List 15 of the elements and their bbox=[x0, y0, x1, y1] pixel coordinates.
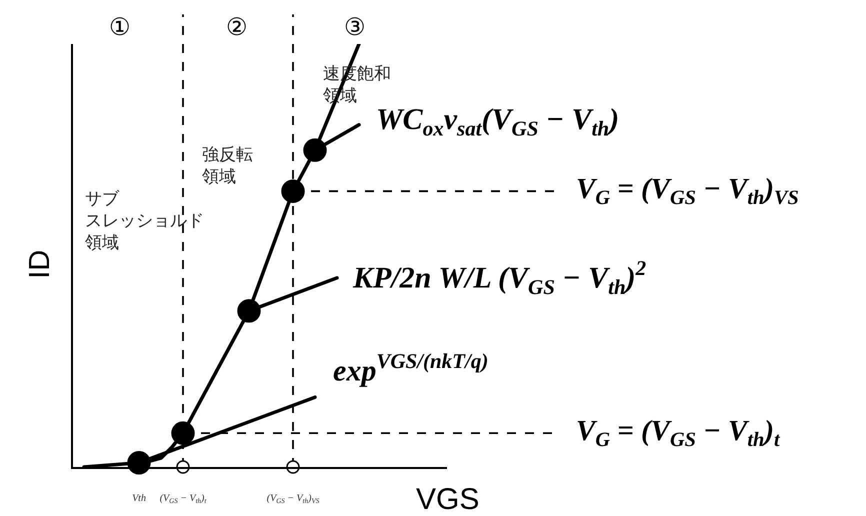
x-tick-label: Vth bbox=[132, 493, 146, 504]
y-axis-title: ID bbox=[24, 250, 56, 279]
annotation: 強反転領域 bbox=[202, 145, 253, 188]
ref-line-label: V$_{G}$ = (V$_{GS}$ − V$_{th}$)$_{t}$ bbox=[576, 415, 781, 452]
text: ② bbox=[226, 13, 248, 41]
ref-line-label: V$_{G}$ = (V$_{GS}$ − V$_{th}$)$_{VS}$ bbox=[576, 173, 799, 210]
annotation: サブスレッショルド領域 bbox=[85, 189, 204, 254]
x-tick-label: (V$_{GS}$ − V$_{th}$)$_{t}$ bbox=[160, 493, 208, 506]
text: ① bbox=[109, 13, 131, 41]
annotation: exp$^{VGS/(nkT/q)}$ bbox=[333, 349, 488, 388]
annotation: KP/2n W/L (V$_{GS}$ − V$_{th}$)$^{2}$ bbox=[352, 256, 647, 299]
x-axis-title: VGS bbox=[416, 483, 480, 516]
x-tick-label: (V$_{GS}$ − V$_{th}$)$_{VS}$ bbox=[266, 493, 320, 506]
text: WC$_{ox}$v$_{sat}$(V$_{GS}$ − V$_{th}$) bbox=[376, 103, 620, 140]
text: ③ bbox=[344, 13, 366, 41]
